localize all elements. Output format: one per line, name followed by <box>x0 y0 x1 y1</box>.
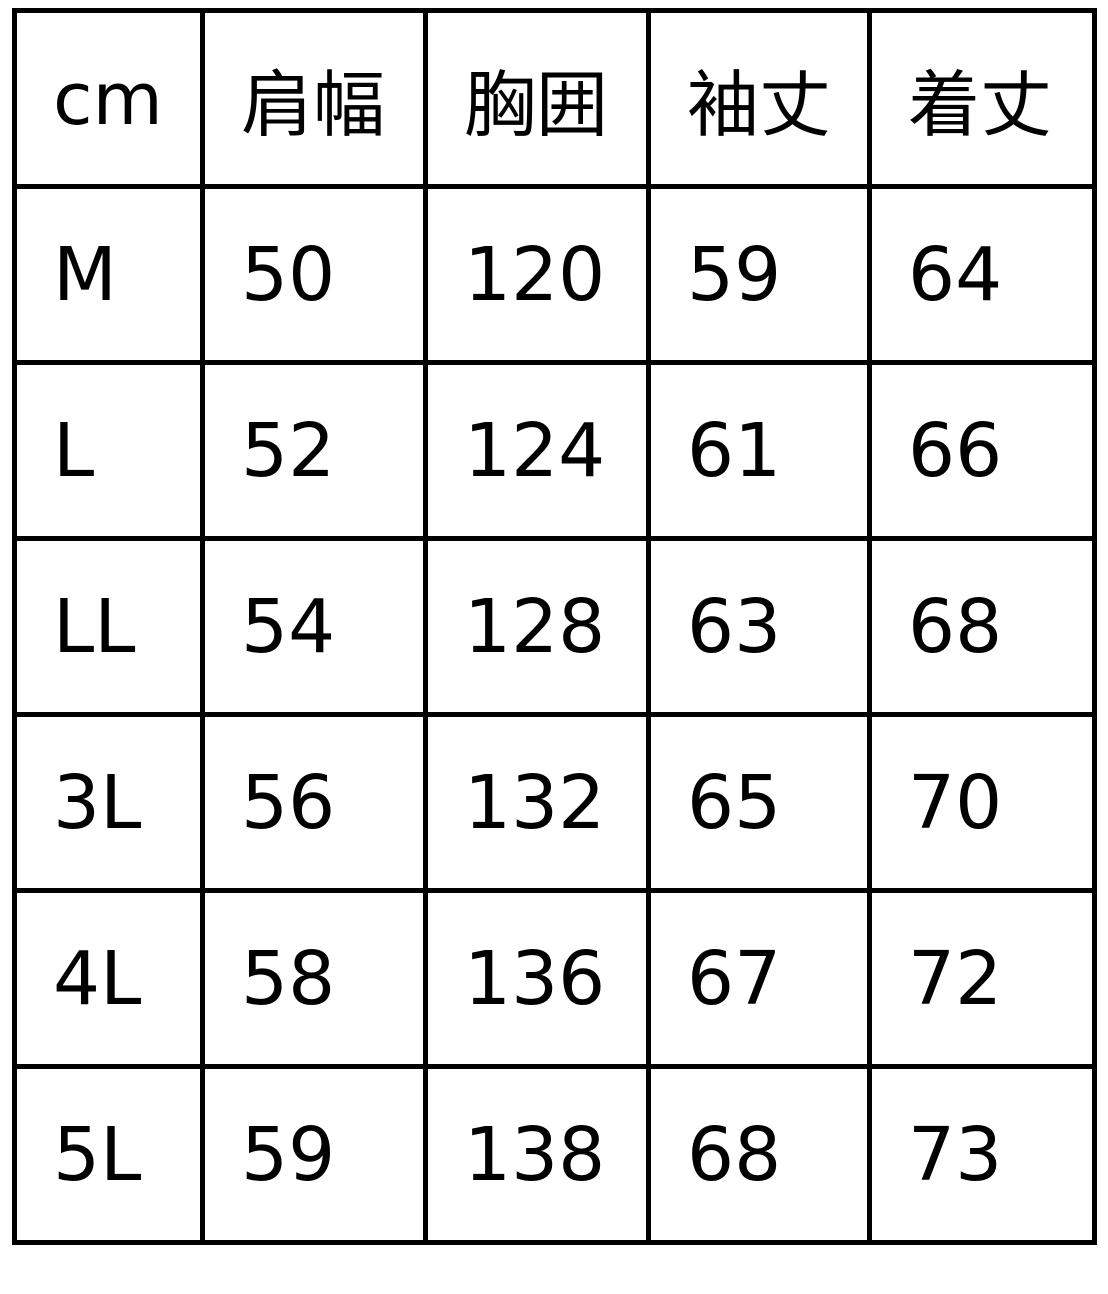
size-table-body: cm 肩幅 胸囲 袖丈 着丈 M 50 120 59 64 L 52 124 61 66 LL 54 1… <box>12 8 1097 1245</box>
chest-cell: 120 <box>423 184 651 365</box>
header-shoulder-width: 肩幅 <box>200 8 428 189</box>
body-length-cell: 66 <box>867 360 1097 541</box>
body-length-cell: 72 <box>867 888 1097 1069</box>
table-row: 5L 59 138 68 73 <box>12 1064 1097 1245</box>
header-sleeve-length: 袖丈 <box>646 8 872 189</box>
header-row: cm 肩幅 胸囲 袖丈 着丈 <box>12 8 1097 189</box>
size-cell: M <box>12 184 205 365</box>
shoulder-width-cell: 52 <box>200 360 428 541</box>
body-length-cell: 73 <box>867 1064 1097 1245</box>
size-cell: 5L <box>12 1064 205 1245</box>
chest-cell: 128 <box>423 536 651 717</box>
table-row: 3L 56 132 65 70 <box>12 712 1097 893</box>
header-body-length: 着丈 <box>867 8 1097 189</box>
sleeve-length-cell: 65 <box>646 712 872 893</box>
size-table: cm 肩幅 胸囲 袖丈 着丈 M 50 120 59 64 L 52 124 61 66 LL 54 1… <box>12 8 1097 1245</box>
sleeve-length-cell: 63 <box>646 536 872 717</box>
chest-cell: 136 <box>423 888 651 1069</box>
shoulder-width-cell: 59 <box>200 1064 428 1245</box>
size-cell: LL <box>12 536 205 717</box>
table-row: L 52 124 61 66 <box>12 360 1097 541</box>
shoulder-width-cell: 58 <box>200 888 428 1069</box>
size-cell: 4L <box>12 888 205 1069</box>
shoulder-width-cell: 54 <box>200 536 428 717</box>
sleeve-length-cell: 61 <box>646 360 872 541</box>
table-row: M 50 120 59 64 <box>12 184 1097 365</box>
sleeve-length-cell: 67 <box>646 888 872 1069</box>
body-length-cell: 68 <box>867 536 1097 717</box>
sleeve-length-cell: 59 <box>646 184 872 365</box>
chest-cell: 124 <box>423 360 651 541</box>
size-cell: L <box>12 360 205 541</box>
body-length-cell: 70 <box>867 712 1097 893</box>
table-row: LL 54 128 63 68 <box>12 536 1097 717</box>
shoulder-width-cell: 56 <box>200 712 428 893</box>
body-length-cell: 64 <box>867 184 1097 365</box>
size-cell: 3L <box>12 712 205 893</box>
shoulder-width-cell: 50 <box>200 184 428 365</box>
sleeve-length-cell: 68 <box>646 1064 872 1245</box>
chest-cell: 138 <box>423 1064 651 1245</box>
header-unit: cm <box>12 8 205 189</box>
header-chest: 胸囲 <box>423 8 651 189</box>
chest-cell: 132 <box>423 712 651 893</box>
table-row: 4L 58 136 67 72 <box>12 888 1097 1069</box>
